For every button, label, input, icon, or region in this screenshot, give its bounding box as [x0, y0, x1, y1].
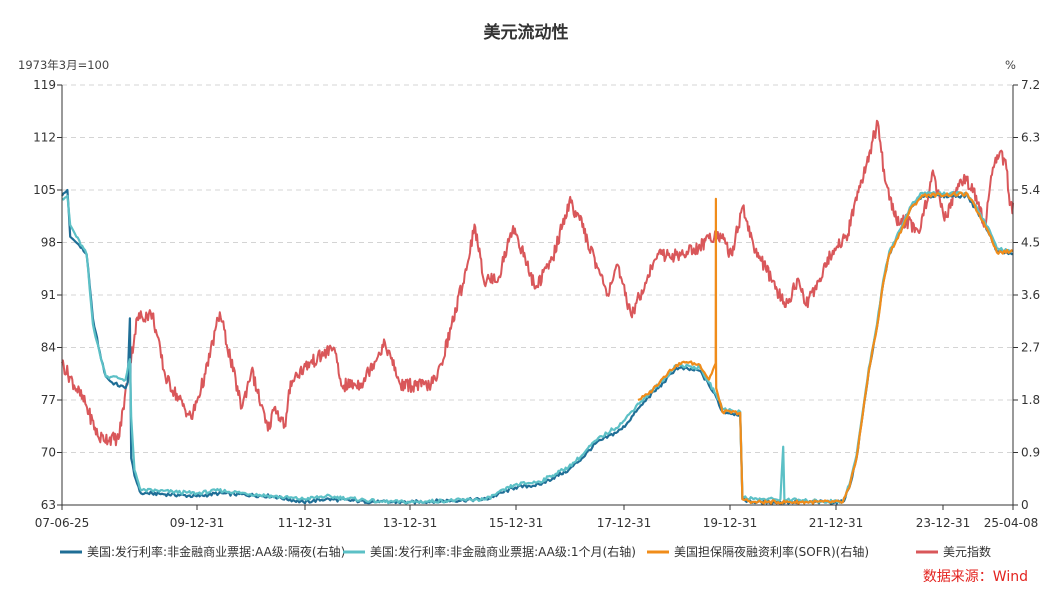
x-axis-tick-label: 15-12-31 [489, 516, 543, 530]
right-axis-tick-label: 0 [1021, 498, 1029, 512]
right-axis-tick-label: 3.6 [1021, 288, 1040, 302]
left-axis-tick-label: 105 [33, 183, 56, 197]
left-axis-tick-label: 112 [33, 131, 56, 145]
right-axis-tick-label: 5.4 [1021, 183, 1040, 197]
series-line-1 [61, 191, 1014, 505]
left-axis-tick-label: 98 [41, 236, 56, 250]
x-axis-tick-label: 21-12-31 [809, 516, 863, 530]
series-line-3 [61, 119, 1014, 447]
x-axis-tick-label: 11-12-31 [278, 516, 332, 530]
x-axis-tick-label: 13-12-31 [383, 516, 437, 530]
x-axis-tick-label: 17-12-31 [597, 516, 651, 530]
x-axis-tick-label: 09-12-31 [170, 516, 224, 530]
x-axis-tick-label: 07-06-25 [35, 516, 89, 530]
left-axis-unit: 1973年3月=100 [18, 58, 109, 72]
right-axis-tick-label: 4.5 [1021, 236, 1040, 250]
x-axis-tick-label: 25-04-08 [984, 516, 1038, 530]
legend: 美国:发行利率:非金融商业票据:AA级:隔夜(右轴) 美国:发行利率:非金融商业票… [60, 544, 991, 559]
right-axis-tick-label: 6.3 [1021, 131, 1040, 145]
left-axis-tick-label: 119 [33, 78, 56, 92]
right-axis-tick-label: 1.8 [1021, 393, 1040, 407]
series-layer [61, 119, 1014, 505]
left-axis-tick-label: 77 [41, 393, 56, 407]
left-axis-tick-label: 70 [41, 446, 56, 460]
left-axis-tick-label: 91 [41, 288, 56, 302]
x-axis-tick-label: 23-12-31 [916, 516, 970, 530]
left-axis-tick-label: 63 [41, 498, 56, 512]
left-axis-tick-label: 84 [41, 341, 56, 355]
right-axis-tick-label: 0.9 [1021, 446, 1040, 460]
right-axis-tick-label: 7.2 [1021, 78, 1040, 92]
data-source-label: 数据来源：Wind [923, 569, 1028, 585]
x-axis-tick-label: 19-12-31 [703, 516, 757, 530]
right-axis-tick-label: 2.7 [1021, 341, 1040, 355]
grid-lines [62, 84, 1013, 453]
legend-label: 美国:发行利率:非金融商业票据:AA级:1个月(右轴) [370, 544, 636, 559]
right-axis-unit: % [1005, 58, 1016, 72]
series-line-0 [61, 188, 1014, 505]
legend-label: 美国担保隔夜融资利率(SOFR)(右轴) [674, 544, 869, 559]
chart-title: 美元流动性 [484, 22, 569, 43]
series-line-2 [637, 191, 1014, 505]
legend-label: 美元指数 [943, 544, 991, 559]
legend-label: 美国:发行利率:非金融商业票据:AA级:隔夜(右轴) [87, 544, 345, 559]
axes: 63 70 77 84 91 98 105 112 119 0 0.9 1.8 2.7 3.6 4.5 5.4… [33, 78, 1040, 530]
